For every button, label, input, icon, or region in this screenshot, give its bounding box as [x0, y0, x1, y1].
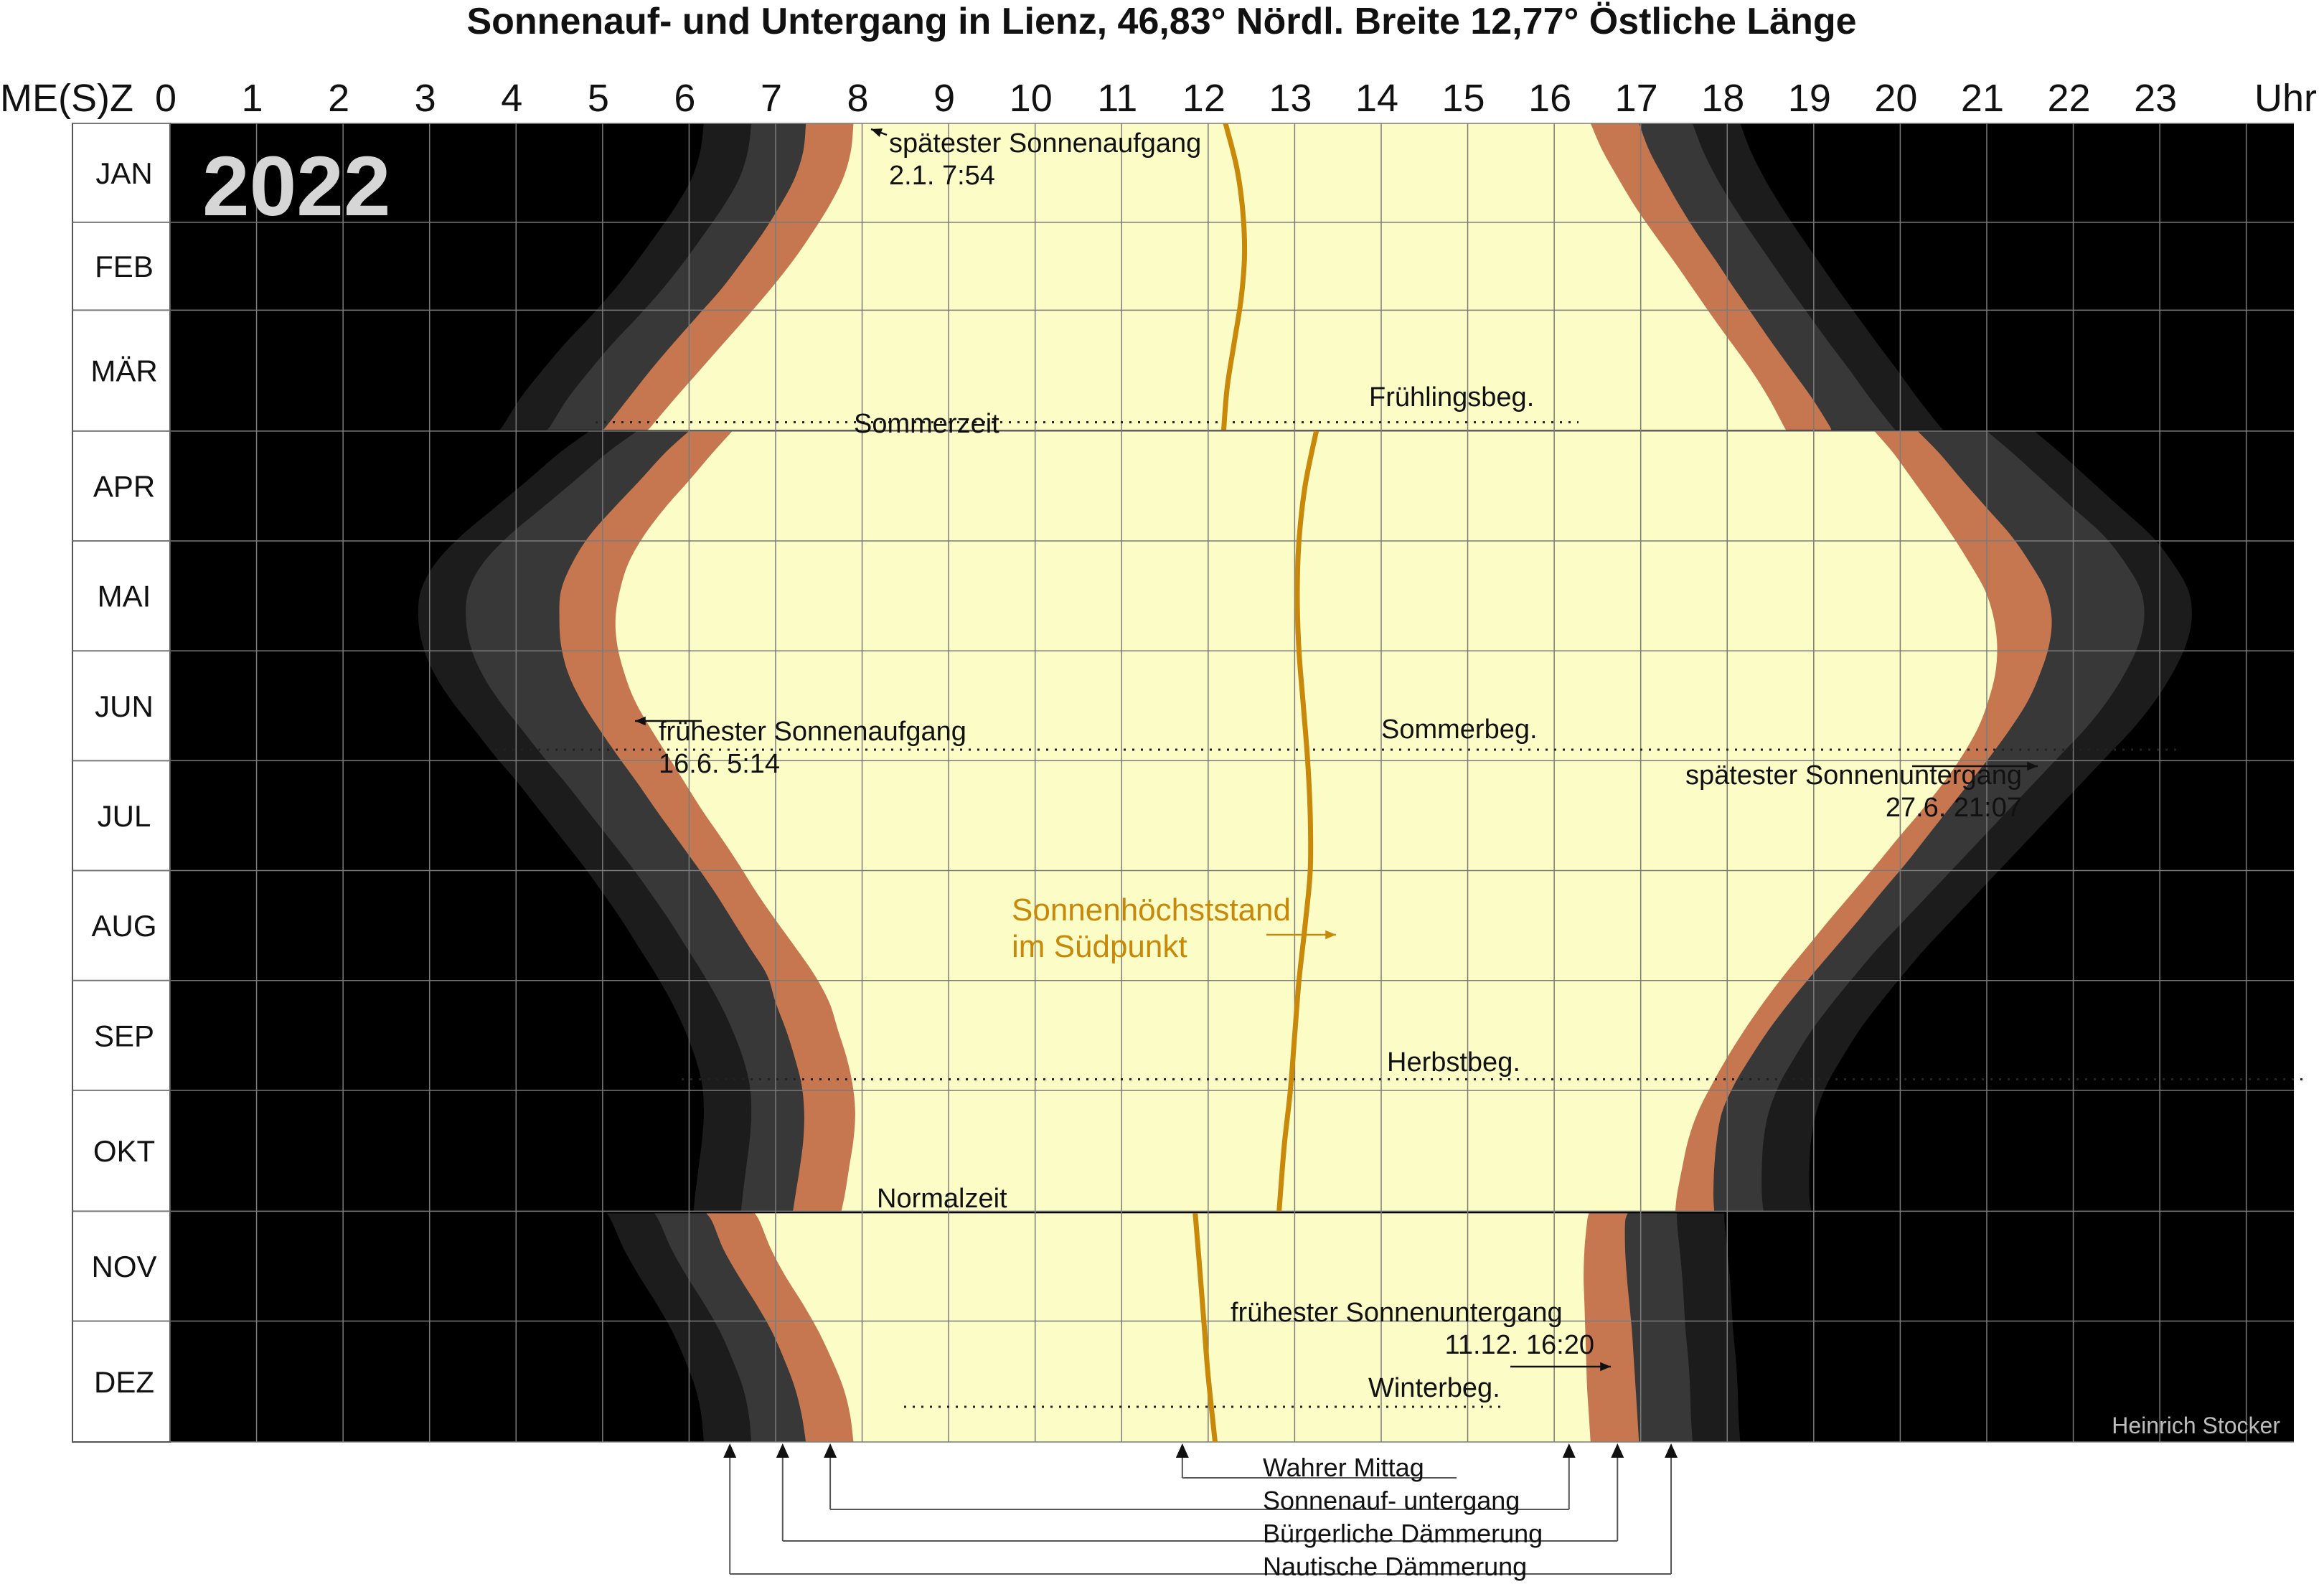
hour-tick-5: 5 — [588, 77, 609, 120]
season-lines — [495, 421, 2303, 1408]
arrow-noon-head — [1325, 930, 1336, 940]
hour-tick-22: 22 — [2048, 77, 2091, 120]
month-label-AUG: AUG — [91, 909, 156, 943]
hour-tick-3: 3 — [415, 77, 436, 120]
latest-sunrise-line2: 2.1. 7:54 — [889, 161, 995, 191]
hour-tick-10: 10 — [1010, 77, 1053, 120]
noon-label-line2: im Südpunkt — [1012, 929, 1187, 964]
grid-lines — [170, 123, 2294, 1443]
credit-label: Heinrich Stocker — [2112, 1413, 2280, 1438]
month-label-NOV: NOV — [91, 1250, 156, 1283]
legend-right-arrow-3 — [1665, 1443, 1678, 1458]
noon-line-2 — [1192, 1213, 1218, 1443]
legend-sunrise-sunset: Sonnenauf- untergang — [1263, 1486, 1520, 1515]
legend-civil-twilight: Bürgerliche Dämmerung — [1263, 1519, 1543, 1548]
hour-tick-0: 0 — [155, 77, 177, 120]
season-label-spring: Frühlingsbeg. — [1369, 382, 1534, 412]
legend: Wahrer Mittag Sonnenauf- untergang Bürge… — [723, 1443, 1678, 1581]
latest-sunset-line2: 27.6. 21:07 — [1886, 793, 2022, 823]
annotations: Sommerzeit Normalzeit Frühlingsbeg. Somm… — [635, 128, 2038, 1403]
hour-tick-23: 23 — [2134, 77, 2177, 120]
month-label-FEB: FEB — [95, 250, 154, 283]
legend-nautical-twilight: Nautische Dämmerung — [1263, 1552, 1527, 1581]
month-column: JAN FEB MÄR APR MAI JUN JUL AUG SEP OKT NOV DEZ — [72, 123, 171, 1443]
chart-title: Sonnenauf- und Untergang in Lienz, 46,83… — [466, 1, 1856, 42]
month-label-DEZ: DEZ — [94, 1365, 154, 1399]
hour-tick-2: 2 — [328, 77, 349, 120]
month-label-JAN: JAN — [95, 156, 152, 190]
hour-tick-16: 16 — [1528, 77, 1571, 120]
hour-tick-14: 14 — [1355, 77, 1398, 120]
dst-end-label: Normalzeit — [877, 1184, 1007, 1214]
month-label-MAI: MAI — [98, 580, 151, 613]
legend-left-arrow-3 — [723, 1443, 737, 1458]
noon-curve — [1192, 123, 1319, 1443]
legend-right-arrow-1 — [1562, 1443, 1576, 1458]
legend-right-arrow-2 — [1611, 1443, 1624, 1458]
month-label-SEP: SEP — [94, 1019, 154, 1052]
month-label-APR: APR — [93, 469, 155, 503]
earliest-sunset-line1: frühester Sonnenuntergang — [1231, 1298, 1563, 1328]
earliest-sunrise-line1: frühester Sonnenaufgang — [659, 717, 966, 747]
hour-tick-7: 7 — [761, 77, 782, 120]
arrow-latest-sunset-head — [2027, 761, 2038, 771]
month-label-OKT: OKT — [93, 1134, 155, 1168]
month-label-JUL: JUL — [98, 799, 151, 833]
hour-tick-11: 11 — [1097, 77, 1137, 120]
daylight-band-0 — [647, 123, 1787, 430]
legend-left-arrow-0 — [1175, 1443, 1189, 1458]
hour-tick-21: 21 — [1961, 77, 2004, 120]
month-label-JUN: JUN — [95, 689, 154, 723]
latest-sunrise-line1: spätester Sonnenaufgang — [889, 128, 1201, 159]
earliest-sunrise-line2: 16.6. 5:14 — [659, 749, 780, 779]
hour-tick-15: 15 — [1442, 77, 1485, 120]
legend-left-arrow-2 — [776, 1443, 789, 1458]
season-label-winter: Winterbeg. — [1368, 1373, 1500, 1403]
hour-tick-1: 1 — [242, 77, 263, 120]
legend-connectors — [723, 1443, 1678, 1575]
month-column-bg — [72, 123, 171, 1443]
hour-tick-18: 18 — [1701, 77, 1744, 120]
dst-start-label: Sommerzeit — [854, 409, 999, 439]
season-label-autumn: Herbstbeg. — [1387, 1047, 1520, 1078]
arrow-earliest-sunset-head — [1600, 1362, 1611, 1372]
hour-tick-9: 9 — [933, 77, 955, 120]
x-axis-right-label: Uhr — [2254, 77, 2317, 120]
hour-tick-8: 8 — [847, 77, 869, 120]
latest-sunset-line1: spätester Sonnenuntergang — [1685, 760, 2022, 791]
year-label: 2022 — [202, 139, 391, 234]
hour-tick-20: 20 — [1874, 77, 1917, 120]
earliest-sunset-line2: 11.12. 16:20 — [1445, 1330, 1594, 1360]
hour-tick-4: 4 — [501, 77, 522, 120]
noon-label-line1: Sonnenhöchststand — [1012, 892, 1291, 928]
arrow-latest-sunrise-head — [871, 128, 883, 137]
hour-tick-17: 17 — [1615, 77, 1658, 120]
hour-tick-19: 19 — [1788, 77, 1831, 120]
legend-left-arrow-1 — [824, 1443, 837, 1458]
daylight-band-1 — [615, 430, 1998, 1212]
hour-tick-13: 13 — [1269, 77, 1312, 120]
season-label-summer: Sommerbeg. — [1381, 715, 1538, 745]
hour-tick-6: 6 — [674, 77, 695, 120]
annotation-arrows — [635, 128, 2038, 1372]
plot-area: 2022 Heinrich Stocker — [170, 123, 2303, 1443]
noon-line-0 — [1221, 123, 1248, 430]
hour-tick-12: 12 — [1182, 77, 1225, 120]
noon-line-1 — [1276, 430, 1319, 1212]
month-label-MÄR: MÄR — [90, 354, 157, 388]
hour-tick-labels: 0 1 2 3 4 5 6 7 8 9 10 11 12 13 14 15 16 17 18 19 20 21 22 23 — [155, 77, 2177, 120]
legend-noon: Wahrer Mittag — [1263, 1453, 1424, 1482]
x-axis-left-label: ME(S)Z — [0, 77, 133, 120]
arrow-earliest-sunrise-head — [635, 716, 646, 726]
